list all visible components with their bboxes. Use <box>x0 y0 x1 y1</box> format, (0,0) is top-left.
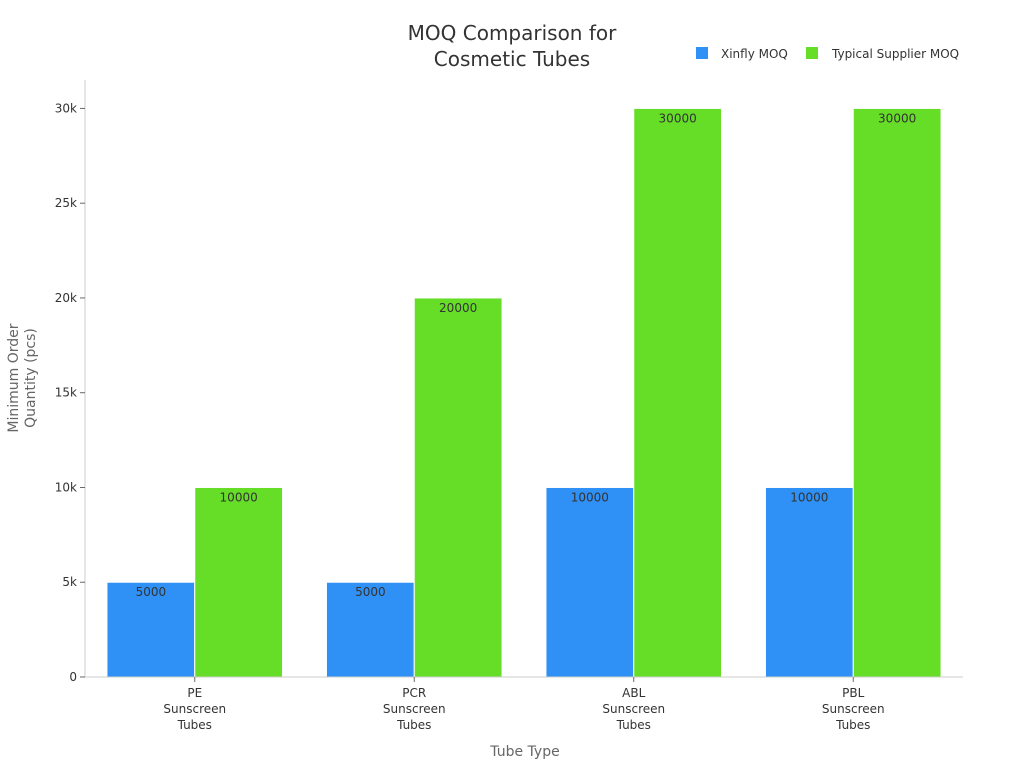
chart-title-line-2: Cosmetic Tubes <box>434 47 590 71</box>
x-tick-label: PE Sunscreen Tubes <box>163 686 226 732</box>
bar-value-label: 5000 <box>136 585 167 599</box>
bar-typical-0 <box>194 486 284 678</box>
x-tick-label-line: Sunscreen <box>383 702 446 716</box>
bar-value-label: 30000 <box>878 111 916 125</box>
bar-value-label: 10000 <box>571 490 609 504</box>
legend-label-1: Typical Supplier MOQ <box>831 47 959 61</box>
y-tick-label: 30k <box>55 101 77 115</box>
bar-xinfly-2 <box>545 486 635 678</box>
x-tick-label-line: Sunscreen <box>602 702 665 716</box>
x-tick-label-line: Tubes <box>396 718 431 732</box>
y-tick-label: 0 <box>69 670 77 684</box>
x-tick-label-line: Sunscreen <box>163 702 226 716</box>
legend-swatch-0 <box>696 47 708 59</box>
x-axis-label: Tube Type <box>489 744 559 760</box>
x-tick-label-line: PCR <box>402 686 426 700</box>
chart-title: MOQ Comparison for Cosmetic Tubes <box>408 21 617 71</box>
y-tick-label: 20k <box>55 291 77 305</box>
x-tick-label: PCR Sunscreen Tubes <box>383 686 446 732</box>
x-tick-label: PBL Sunscreen Tubes <box>822 686 885 732</box>
bar-value-label: 20000 <box>439 301 477 315</box>
y-tick-label: 25k <box>55 196 77 210</box>
y-tick-label: 10k <box>55 480 77 494</box>
y-axis-label-line-1: Minimum Order <box>6 323 22 432</box>
legend: Xinfly MOQ Typical Supplier MOQ <box>696 47 959 61</box>
y-axis: 0 5k 10k 15k 20k 25k 30k <box>55 80 86 684</box>
bar-typical-3 <box>852 107 942 678</box>
legend-swatch-1 <box>806 47 818 59</box>
y-tick-label: 5k <box>62 575 77 589</box>
bar-xinfly-1 <box>325 581 415 678</box>
bar-typical-1 <box>413 297 503 678</box>
bar-value-label: 10000 <box>790 490 828 504</box>
bar-value-label: 10000 <box>220 490 258 504</box>
x-axis: PE Sunscreen Tubes PCR Sunscreen Tubes ABL Suns… <box>85 676 963 732</box>
y-axis-label: Minimum Order Quantity (pcs) <box>6 323 39 432</box>
bar-value-label: 30000 <box>659 111 697 125</box>
legend-label-0: Xinfly MOQ <box>721 47 788 61</box>
x-tick-label-line: Tubes <box>835 718 870 732</box>
chart-title-line-1: MOQ Comparison for <box>408 21 617 45</box>
bar-typical-2 <box>633 107 723 678</box>
y-tick-label: 15k <box>55 386 77 400</box>
x-tick-label-line: PE <box>187 686 202 700</box>
x-tick-label-line: Tubes <box>177 718 212 732</box>
bar-xinfly-0 <box>106 581 196 678</box>
x-tick-label: ABL Sunscreen Tubes <box>602 686 665 732</box>
x-tick-label-line: PBL <box>842 686 864 700</box>
bar-value-label: 5000 <box>355 585 386 599</box>
x-tick-label-line: ABL <box>622 686 645 700</box>
x-tick-label-line: Tubes <box>616 718 651 732</box>
bars: 5000 10000 5000 20000 10000 30000 10000 30000 <box>106 107 942 678</box>
y-axis-label-line-2: Quantity (pcs) <box>23 328 39 428</box>
x-tick-label-line: Sunscreen <box>822 702 885 716</box>
bar-xinfly-3 <box>764 486 854 678</box>
